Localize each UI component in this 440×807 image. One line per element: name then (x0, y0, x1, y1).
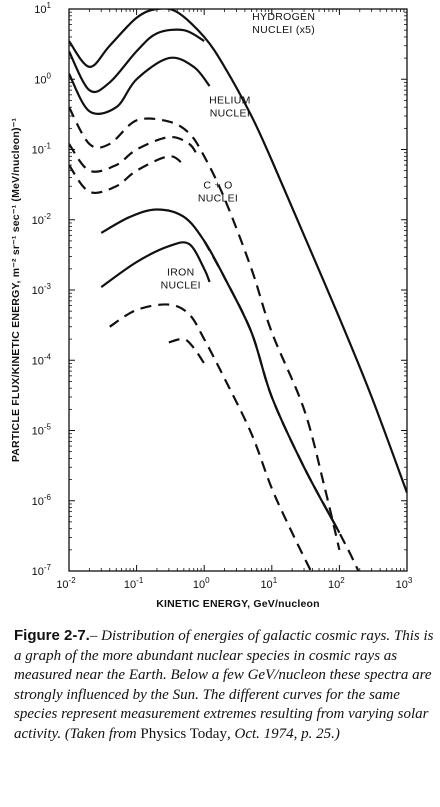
x-tick-label: 10-2 (56, 576, 76, 591)
cosmic-ray-spectrum-chart: 10-2 10-1 100 101 102 103 101 100 10-1 10-2 10-3 10… (10, 1, 413, 610)
helium-dashed-curve-5 (69, 135, 199, 173)
x-tick-label: 10-1 (124, 576, 144, 591)
y-axis-title: PARTICLE FLUX/KINETIC ENERGY, m⁻² sr⁻¹ s… (10, 118, 22, 463)
y-tick-label: 10-2 (32, 212, 52, 227)
y-tick-label: 10-5 (32, 423, 52, 438)
species-label: NUCLEI (161, 280, 201, 292)
x-tick-label: 102 (328, 576, 345, 591)
species-label: HYDROGEN (252, 11, 315, 23)
co-dashed-curve-8 (203, 240, 360, 571)
species-label: NUCLEI (198, 192, 238, 204)
y-tick-label: 101 (34, 1, 51, 16)
species-label: C + O (203, 179, 232, 191)
y-tick-label: 10-4 (32, 352, 52, 367)
spectrum-curves (69, 9, 407, 571)
species-label: IRON (167, 267, 194, 279)
figure-caption: Figure 2-7.– Distribution of energies of… (14, 626, 434, 744)
x-tick-label: 101 (260, 576, 277, 591)
species-label: NUCLEI (x5) (252, 24, 315, 36)
y-tick-label: 10-1 (32, 142, 52, 157)
species-label: NUCLEI (210, 108, 250, 120)
y-tick-label: 10-7 (32, 563, 52, 578)
iron-dashed-curve-10 (109, 303, 313, 571)
x-tick-label: 103 (396, 576, 413, 591)
y-tick-label: 10-3 (32, 282, 52, 297)
hydrogen-solid-curve-2 (69, 28, 205, 94)
plot-frame (68, 8, 408, 572)
x-tick-label: 100 (193, 576, 210, 591)
helium-dashed-curve-4 (69, 106, 341, 551)
hydrogen-solid-curve-3 (69, 56, 211, 115)
helium-dashed-curve-6 (69, 155, 185, 195)
axis-ticks: 10-2 10-1 100 101 102 103 101 100 10-1 10-2 10-3 10… (32, 1, 413, 591)
caption-figure-number: Figure 2-7. (14, 627, 90, 644)
caption-body: Distribution of energies of galactic cos… (14, 628, 434, 742)
y-tick-label: 10-6 (32, 493, 52, 508)
caption-source-journal: Physics Today (140, 725, 227, 742)
iron-dashed-curve-11 (168, 337, 206, 365)
caption-dash: – (89, 628, 98, 644)
iron-solid-curve-9 (100, 241, 211, 288)
caption-source-tail: , Oct. 1974, p. 25.) (226, 725, 340, 742)
species-label: HELIUM (209, 95, 250, 107)
hydrogen-solid-curve-1 (69, 9, 407, 494)
y-tick-label: 100 (34, 71, 51, 86)
x-axis-title: KINETIC ENERGY, GeV/nucleon (156, 598, 320, 610)
